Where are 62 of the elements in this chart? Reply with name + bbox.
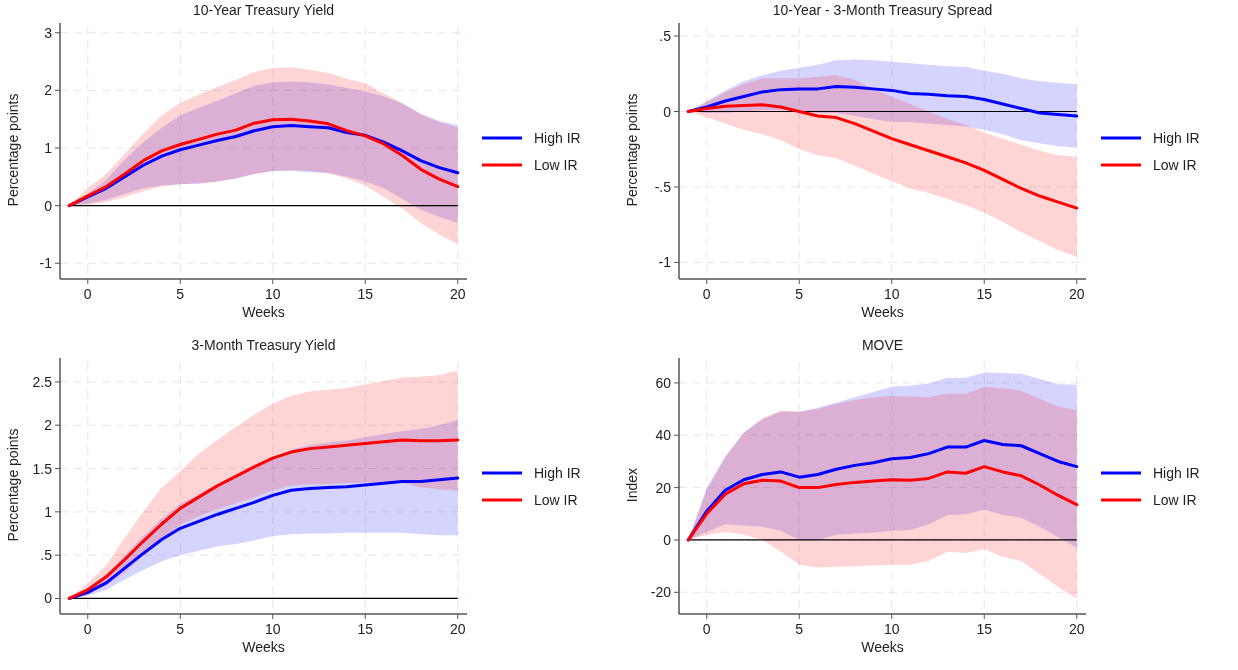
- y-tick-label: 3: [44, 24, 53, 41]
- x-axis-title: Weeks: [861, 304, 904, 320]
- x-tick-label: 10: [883, 286, 900, 302]
- x-tick-label: 20: [1068, 621, 1085, 637]
- x-tick-label: 15: [976, 621, 993, 637]
- y-tick-label: 2: [44, 82, 53, 99]
- legend-label: High IR: [1153, 130, 1200, 146]
- x-axis-title: Weeks: [861, 639, 904, 655]
- x-tick-label: 0: [83, 621, 92, 637]
- x-tick-label: 0: [702, 621, 711, 637]
- y-tick-label: 1: [44, 139, 53, 156]
- line-series: [686, 103, 1079, 210]
- y-tick-label: -1: [39, 255, 53, 272]
- y-tick-label: 2.5: [32, 373, 53, 390]
- x-tick-label: 5: [795, 286, 804, 302]
- x-tick-label: 5: [176, 621, 185, 637]
- x-tick-label: 20: [449, 621, 466, 637]
- legend-label: Low IR: [534, 157, 578, 173]
- y-tick-label: 1: [44, 503, 53, 520]
- x-tick-label: 5: [795, 621, 804, 637]
- x-tick-label: 10: [264, 286, 281, 302]
- x-tick-label: 0: [702, 286, 711, 302]
- legend-label: Low IR: [1153, 157, 1197, 173]
- y-tick-label: .5: [659, 28, 672, 45]
- y-axis-title: Percentage points: [5, 428, 21, 542]
- chart-title: MOVE: [861, 337, 904, 353]
- legend-label: Low IR: [534, 492, 578, 508]
- y-tick-label: 0: [44, 197, 53, 214]
- x-tick-label: 0: [83, 286, 92, 302]
- y-tick-label: 20: [655, 479, 672, 496]
- legend-label: High IR: [1153, 465, 1200, 481]
- x-axis-title: Weeks: [242, 304, 285, 320]
- line-series: [686, 465, 1079, 542]
- y-tick-label: -.5: [654, 178, 672, 195]
- chart-title: 10-Year Treasury Yield: [192, 2, 335, 18]
- y-tick-label: 60: [655, 374, 672, 391]
- y-tick-label: -1: [658, 254, 672, 271]
- x-tick-label: 10: [883, 621, 900, 637]
- y-tick-label: .5: [40, 547, 53, 564]
- y-axis-title: Percentage points: [624, 93, 640, 207]
- x-tick-label: 20: [449, 286, 466, 302]
- legend-label: High IR: [534, 130, 581, 146]
- y-tick-label: -20: [650, 584, 672, 601]
- x-tick-label: 10: [264, 621, 281, 637]
- y-tick-label: 40: [655, 427, 672, 444]
- legend-label: Low IR: [1153, 492, 1197, 508]
- legend-label: High IR: [534, 465, 581, 481]
- x-tick-label: 15: [357, 286, 374, 302]
- x-tick-label: 20: [1068, 286, 1085, 302]
- x-tick-label: 5: [176, 286, 185, 302]
- x-tick-label: 15: [976, 286, 993, 302]
- y-axis-title: Index: [624, 467, 640, 503]
- chart-title: 3-Month Treasury Yield: [191, 337, 336, 353]
- y-tick-label: 0: [663, 531, 672, 548]
- x-axis-title: Weeks: [242, 639, 285, 655]
- y-tick-label: 2: [44, 417, 53, 434]
- y-axis-title: Percentage points: [5, 93, 21, 207]
- chart-title: 10-Year - 3-Month Treasury Spread: [772, 2, 993, 18]
- x-tick-label: 15: [357, 621, 374, 637]
- y-tick-label: 1.5: [32, 460, 53, 477]
- y-tick-label: 0: [44, 590, 53, 607]
- y-tick-label: 0: [663, 103, 672, 120]
